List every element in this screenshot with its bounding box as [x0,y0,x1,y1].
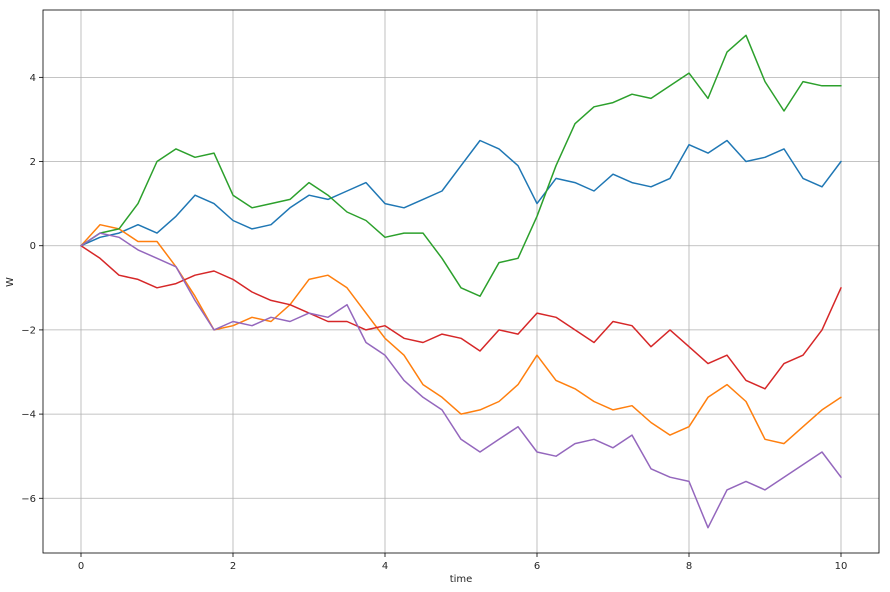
y-tick-label: 0 [30,241,36,252]
y-axis-label: W [5,277,16,287]
series-line-4 [80,244,842,390]
grid [43,10,879,553]
y-tick-label: −6 [21,494,36,505]
series-line-5 [80,232,842,529]
series-line-1 [80,139,842,247]
y-tick-label: −4 [21,410,36,421]
series-group [80,34,842,529]
x-tick-label: 8 [686,561,692,572]
x-tick-label: 4 [382,561,388,572]
x-tick-label: 6 [534,561,540,572]
ticks: 0 2 4 6 8 10 −6 −4 −2 0 2 4 [21,73,847,572]
x-tick-label: 0 [78,561,84,572]
y-tick-label: 4 [30,73,36,84]
y-tick-label: 2 [30,157,36,168]
plot-frame [42,9,880,554]
x-tick-label: 2 [230,561,236,572]
y-tick-label: −2 [21,325,36,336]
series-line-3 [80,34,842,297]
x-tick-label: 10 [835,561,848,572]
series-line-2 [80,223,842,445]
x-axis-label: time [450,574,473,585]
